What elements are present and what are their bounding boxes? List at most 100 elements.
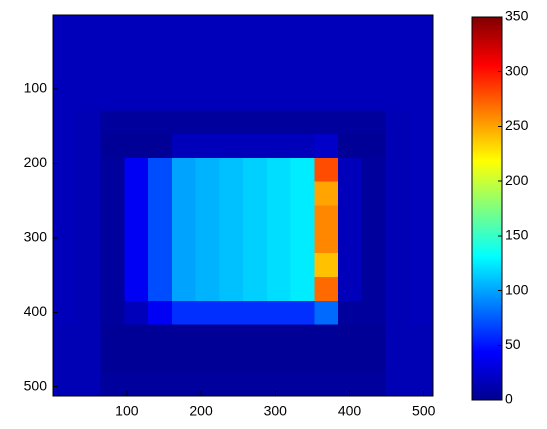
heatmap-cell (314, 15, 338, 39)
colorbar-tick-label: 350 (505, 8, 529, 24)
heatmap-cell (267, 253, 291, 277)
heatmap-cell (148, 206, 172, 230)
heatmap-cell (148, 301, 172, 325)
heatmap-cell (219, 86, 243, 110)
heatmap-cell (386, 325, 410, 349)
heatmap-cell (196, 253, 220, 277)
heatmap-cell (124, 134, 148, 158)
heatmap-cell (362, 63, 386, 87)
heatmap-cell (243, 110, 267, 134)
heatmap-cell (243, 206, 267, 230)
heatmap-cell (314, 86, 338, 110)
heatmap-cell (148, 63, 172, 87)
heatmap-cell (53, 372, 77, 396)
heatmap-cell (53, 158, 77, 182)
heatmap-cell (148, 134, 172, 158)
heatmap-cell (314, 301, 338, 325)
heatmap-cell (219, 301, 243, 325)
heatmap-cell (409, 253, 433, 277)
heatmap-cell (53, 39, 77, 63)
heatmap-cell (338, 253, 362, 277)
heatmap-cell (362, 206, 386, 230)
heatmap-cell (124, 39, 148, 63)
heatmap-cell (101, 134, 125, 158)
heatmap-cell (124, 301, 148, 325)
heatmap-cell (124, 63, 148, 87)
heatmap-cell (219, 158, 243, 182)
chart: 1002003004005001002003004005000501001502… (0, 0, 547, 424)
heatmap-cell (362, 372, 386, 396)
heatmap-cell (124, 206, 148, 230)
heatmap-cell (291, 86, 315, 110)
heatmap-cell (124, 348, 148, 372)
heatmap-cell (409, 348, 433, 372)
heatmap-cell (77, 134, 101, 158)
heatmap-cell (362, 182, 386, 206)
heatmap-cell (409, 110, 433, 134)
heatmap-cell (101, 39, 125, 63)
heatmap-cell (267, 229, 291, 253)
heatmap-cell (219, 229, 243, 253)
heatmap-cell (409, 134, 433, 158)
heatmap-cell (77, 277, 101, 301)
heatmap-cell (148, 277, 172, 301)
heatmap-cell (148, 182, 172, 206)
heatmap-cell (409, 86, 433, 110)
heatmap-cell (314, 229, 338, 253)
heatmap-cell (409, 372, 433, 396)
heatmap-cell (267, 182, 291, 206)
heatmap-cell (124, 229, 148, 253)
colorbar-tick-label: 300 (505, 62, 529, 78)
heatmap-cell (291, 253, 315, 277)
heatmap-cell (314, 206, 338, 230)
heatmap-cell (53, 277, 77, 301)
heatmap-cell (101, 372, 125, 396)
heatmap-cell (148, 372, 172, 396)
heatmap-cell (172, 134, 196, 158)
heatmap-cell (267, 134, 291, 158)
colorbar-tick-label: 200 (505, 172, 529, 188)
heatmap-cell (53, 206, 77, 230)
heatmap-cell (124, 86, 148, 110)
heatmap-cell (101, 15, 125, 39)
heatmap-cell (172, 372, 196, 396)
heatmap-cell (386, 15, 410, 39)
heatmap-cell (101, 229, 125, 253)
heatmap-cell (77, 325, 101, 349)
heatmap-cell (338, 325, 362, 349)
heatmap-cell (172, 301, 196, 325)
heatmap-cell (196, 301, 220, 325)
heatmap-cell (172, 15, 196, 39)
heatmap-cell (314, 277, 338, 301)
heatmap-cell (101, 325, 125, 349)
heatmap-cell (77, 253, 101, 277)
heatmap-cell (53, 348, 77, 372)
y-tick-label: 500 (24, 377, 48, 393)
heatmap-cell (53, 229, 77, 253)
heatmap-cell (148, 110, 172, 134)
heatmap-cell (172, 277, 196, 301)
colorbar-tick-label: 150 (505, 227, 529, 243)
heatmap-cell (338, 110, 362, 134)
heatmap-cell (219, 39, 243, 63)
heatmap-cell (219, 253, 243, 277)
heatmap-cell (172, 86, 196, 110)
heatmap-cell (386, 253, 410, 277)
heatmap-cell (314, 158, 338, 182)
colorbar-tick-label: 100 (505, 281, 529, 297)
heatmap-cell (243, 15, 267, 39)
heatmap-cell (291, 15, 315, 39)
heatmap-cell (291, 206, 315, 230)
heatmap-cell (124, 158, 148, 182)
heatmap-cell (172, 348, 196, 372)
heatmap-cell (362, 325, 386, 349)
heatmap-cell (53, 134, 77, 158)
heatmap-cell (267, 372, 291, 396)
heatmap-cell (314, 182, 338, 206)
heatmap-cell (101, 158, 125, 182)
heatmap-cell (267, 86, 291, 110)
heatmap-cell (386, 182, 410, 206)
heatmap-cell (196, 134, 220, 158)
heatmap-cell (101, 206, 125, 230)
heatmap-cell (172, 229, 196, 253)
